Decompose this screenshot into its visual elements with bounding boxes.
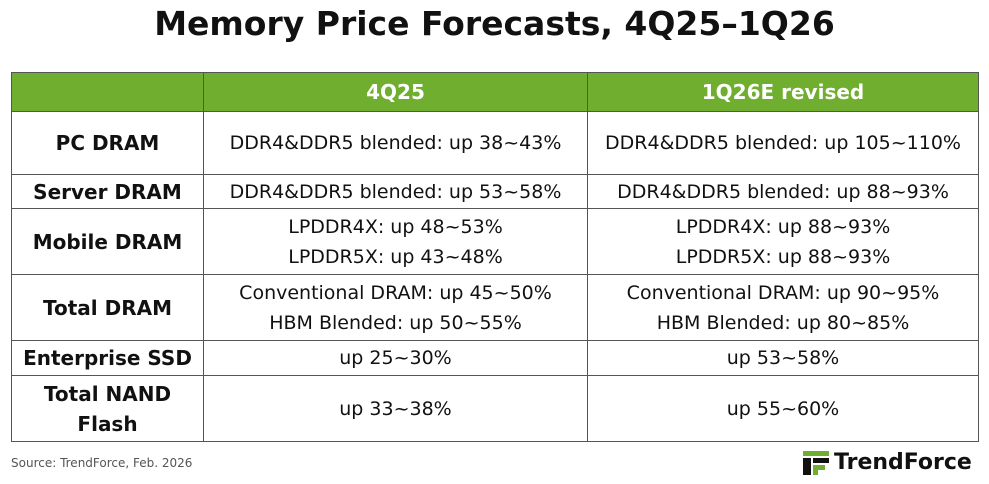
cell: up 53~58%	[587, 340, 979, 376]
price-table: 4Q25 1Q26E revised PC DRAM DDR4&DDR5 blen…	[11, 72, 979, 442]
cell: DDR4&DDR5 blended: up 105~110%	[587, 111, 979, 175]
cell-line: DDR4&DDR5 blended: up 88~93%	[617, 180, 949, 203]
cell-line: Mobile DRAM	[32, 229, 183, 254]
cell-line: Conventional DRAM: up 90~95%	[626, 281, 940, 304]
cell: LPDDR4X: up 88~93% LPDDR5X: up 88~93%	[587, 208, 979, 275]
cell-line: LPDDR5X: up 43~48%	[288, 245, 503, 268]
cell: up 25~30%	[203, 340, 588, 376]
cell-line: up 55~60%	[726, 397, 840, 420]
cell-line: DDR4&DDR5 blended: up 38~43%	[229, 132, 562, 154]
row-label: Server DRAM	[11, 174, 204, 209]
table-row: Server DRAM DDR4&DDR5 blended: up 53~58% D…	[11, 174, 979, 209]
row-label: Mobile DRAM	[11, 208, 204, 275]
cell-line: DDR4&DDR5 blended: up 105~110%	[605, 132, 961, 154]
row-label: Total NAND Flash	[11, 375, 204, 442]
cell: LPDDR4X: up 48~53% LPDDR5X: up 43~48%	[203, 208, 588, 275]
cell-line: Total NAND	[43, 381, 172, 406]
logo-text: TrendForce	[834, 450, 972, 475]
table-row: Enterprise SSD up 25~30% up 53~58%	[11, 340, 979, 376]
table-row: Total NAND Flash up 33~38% up 55~60%	[11, 375, 979, 442]
cell-line: LPDDR4X: up 88~93%	[675, 215, 891, 238]
cell-line: up 53~58%	[726, 347, 840, 369]
cell: Conventional DRAM: up 90~95% HBM Blended:…	[587, 274, 979, 341]
cell-line: HBM Blended: up 50~55%	[269, 311, 522, 334]
cell-line: up 25~30%	[339, 347, 452, 369]
cell-line: HBM Blended: up 80~85%	[656, 311, 910, 334]
cell: up 33~38%	[203, 375, 588, 442]
cell: up 55~60%	[587, 375, 979, 442]
cell-line: Total DRAM	[43, 295, 172, 320]
source: Source: TrendForce, Feb. 2026	[11, 456, 193, 470]
cell-line: Conventional DRAM: up 45~50%	[239, 281, 552, 304]
cell: Conventional DRAM: up 45~50% HBM Blended:…	[203, 274, 588, 341]
header-row: 4Q25 1Q26E revised	[11, 72, 979, 112]
cell-line: Server DRAM	[33, 179, 182, 204]
title: Memory Price Forecasts, 4Q25–1Q26	[154, 4, 835, 43]
table-row: PC DRAM DDR4&DDR5 blended: up 38~43% DDR4&…	[11, 111, 979, 175]
cell-line: PC DRAM	[55, 131, 160, 155]
header-cell: 1Q26E revised	[587, 72, 979, 112]
cell-line: Flash	[77, 411, 138, 436]
cell-line: DDR4&DDR5 blended: up 53~58%	[229, 180, 562, 203]
logo-icon	[803, 450, 829, 475]
row-label: Total DRAM	[11, 274, 204, 341]
header-cell	[11, 72, 204, 112]
table-row: Total DRAM Conventional DRAM: up 45~50% HB…	[11, 274, 979, 341]
cell: DDR4&DDR5 blended: up 88~93%	[587, 174, 979, 209]
logo: TrendForce	[803, 450, 972, 475]
cell-line: LPDDR4X: up 48~53%	[288, 215, 503, 238]
table-row: Mobile DRAM LPDDR4X: up 48~53% LPDDR5X: up…	[11, 208, 979, 275]
cell: DDR4&DDR5 blended: up 53~58%	[203, 174, 588, 209]
row-label: Enterprise SSD	[11, 340, 204, 376]
row-label: PC DRAM	[11, 111, 204, 175]
header-cell: 4Q25	[203, 72, 588, 112]
cell: DDR4&DDR5 blended: up 38~43%	[203, 111, 588, 175]
cell-line: Enterprise SSD	[23, 346, 192, 370]
cell-line: LPDDR5X: up 88~93%	[675, 245, 891, 268]
cell-line: up 33~38%	[339, 397, 452, 420]
